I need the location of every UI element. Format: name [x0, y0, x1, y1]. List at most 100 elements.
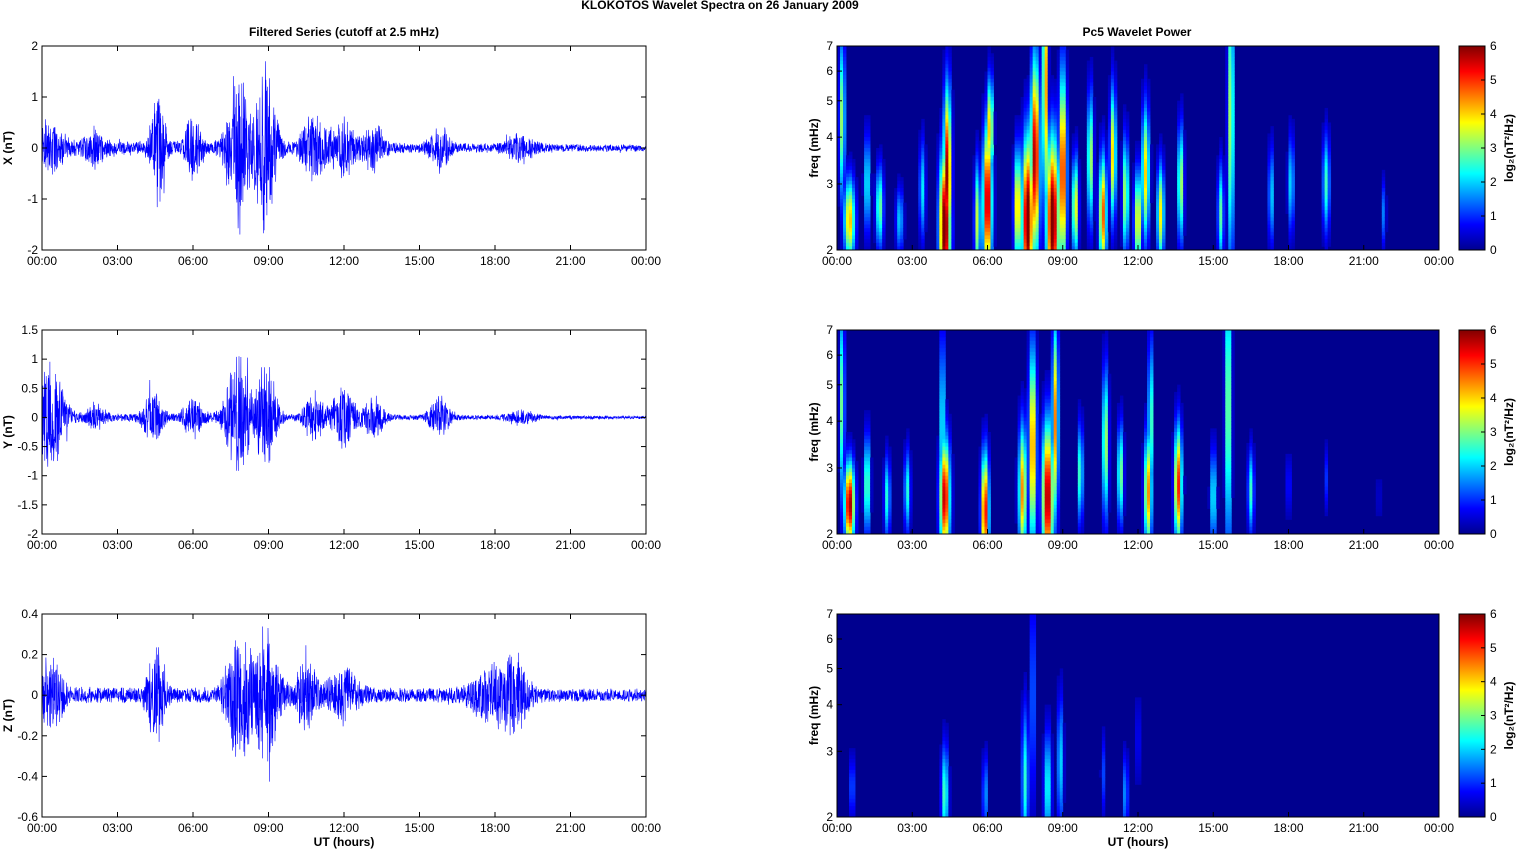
heatmap-cell	[1134, 239, 1139, 244]
heatmap-cell	[1162, 162, 1166, 167]
heatmap-cell	[993, 180, 997, 185]
heatmap-cell	[879, 213, 883, 218]
heatmap-cell	[1288, 235, 1292, 240]
heatmap-cell	[861, 490, 865, 495]
heatmap-cell	[1267, 188, 1271, 193]
heatmap-cell	[981, 490, 985, 495]
heatmap-cell	[849, 180, 853, 185]
heatmap-cell	[864, 148, 868, 153]
heatmap-cell	[1225, 71, 1229, 76]
heatmap-cell	[1020, 246, 1025, 251]
heatmap-cell	[1020, 144, 1025, 149]
heatmap-cell	[852, 483, 856, 488]
heatmap-cell	[846, 231, 850, 236]
heatmap-cell	[846, 464, 850, 469]
heatmap-cell	[990, 82, 994, 87]
heatmap-cell	[948, 468, 952, 473]
heatmap-cell	[1104, 184, 1109, 189]
heatmap-cell	[879, 158, 883, 163]
heatmap-cell	[843, 344, 847, 349]
heatmap-cell	[1098, 239, 1103, 244]
heatmap-cell	[855, 217, 859, 222]
heatmap-cell	[948, 148, 952, 153]
heatmap-cell	[1228, 100, 1232, 105]
heatmap-cell	[837, 424, 841, 429]
heatmap-cell	[1023, 479, 1028, 484]
heatmap-cell	[1059, 246, 1064, 251]
colorbar-tick-label: 2	[1490, 175, 1497, 189]
heatmap-cell	[987, 464, 991, 469]
heatmap-cell	[840, 231, 844, 236]
heatmap-cell	[1144, 231, 1148, 236]
heatmap-cell	[1053, 242, 1058, 247]
heatmap-cell	[948, 239, 952, 244]
heatmap-cell	[1023, 453, 1028, 458]
heatmap-cell	[1041, 228, 1046, 233]
heatmap-cell	[984, 493, 988, 498]
heatmap-cell	[981, 126, 985, 131]
heatmap-cell	[1119, 166, 1124, 171]
heatmap-cell	[1147, 173, 1151, 178]
heatmap-cell	[1291, 242, 1295, 247]
heatmap-cell	[951, 166, 955, 171]
heatmap-cell	[1092, 155, 1097, 160]
heatmap-cell	[1089, 173, 1094, 178]
heatmap-cell	[852, 450, 856, 455]
heatmap-cell	[1162, 148, 1166, 153]
heatmap-cell	[1228, 202, 1232, 207]
heatmap-cell	[837, 384, 841, 389]
heatmap-cell	[885, 442, 889, 447]
heatmap-cell	[837, 330, 841, 335]
heatmap-cell	[1074, 217, 1079, 222]
heatmap-cell	[1104, 140, 1109, 145]
heatmap-cell	[1225, 184, 1229, 189]
heatmap-cell	[861, 461, 865, 466]
heatmap-cell	[867, 446, 871, 451]
heatmap-cell	[837, 391, 841, 396]
heatmap-cell	[1032, 151, 1037, 156]
heatmap-cell	[906, 432, 910, 437]
heatmap-cell	[1125, 228, 1130, 233]
heatmap-cells	[837, 330, 1383, 535]
heatmap-cell	[1225, 213, 1229, 218]
heatmap-cell	[936, 519, 940, 524]
y-tick-label: 0.4	[21, 607, 38, 621]
heatmap-cell	[984, 479, 988, 484]
heatmap-cell	[1098, 199, 1103, 204]
heatmap-cell	[1047, 137, 1052, 142]
heatmap-cell	[1125, 122, 1130, 127]
heatmap-cell	[903, 446, 907, 451]
heatmap-cell	[1062, 111, 1067, 116]
heatmap-cell	[924, 184, 928, 189]
heatmap-cell	[852, 442, 856, 447]
heatmap-cell	[852, 453, 856, 458]
heatmap-cell	[978, 519, 982, 524]
heatmap-cell	[1023, 97, 1028, 102]
heatmap-cell	[1104, 148, 1109, 153]
heatmap-cell	[843, 421, 847, 426]
heatmap-cell	[1162, 177, 1166, 182]
heatmap-cell	[942, 129, 946, 134]
heatmap-cell	[993, 224, 997, 229]
heatmap-cell	[975, 209, 979, 214]
heatmap-cell	[870, 188, 874, 193]
x-tick-label: 00:00	[631, 254, 661, 268]
heatmap-cell	[1086, 239, 1091, 244]
heatmap-cell	[1141, 118, 1145, 123]
heatmap-cell	[942, 381, 946, 386]
heatmap-cell	[1101, 129, 1106, 134]
heatmap-cell	[1038, 151, 1043, 156]
heatmap-cell	[1047, 195, 1052, 200]
heatmap-cell	[921, 151, 925, 156]
heatmap-cell	[849, 188, 853, 193]
heatmap-cell	[1180, 246, 1184, 251]
heatmap-cell	[1125, 148, 1130, 153]
heatmap-cell	[1050, 144, 1055, 149]
heatmap-cell	[1026, 191, 1031, 196]
heatmap-cell	[942, 391, 946, 396]
heatmap-cell	[1119, 155, 1124, 160]
heatmap-cell	[1047, 71, 1052, 76]
heatmap-cell	[1050, 162, 1055, 167]
heatmap-cell	[1228, 49, 1232, 54]
heatmap-cell	[987, 526, 991, 531]
